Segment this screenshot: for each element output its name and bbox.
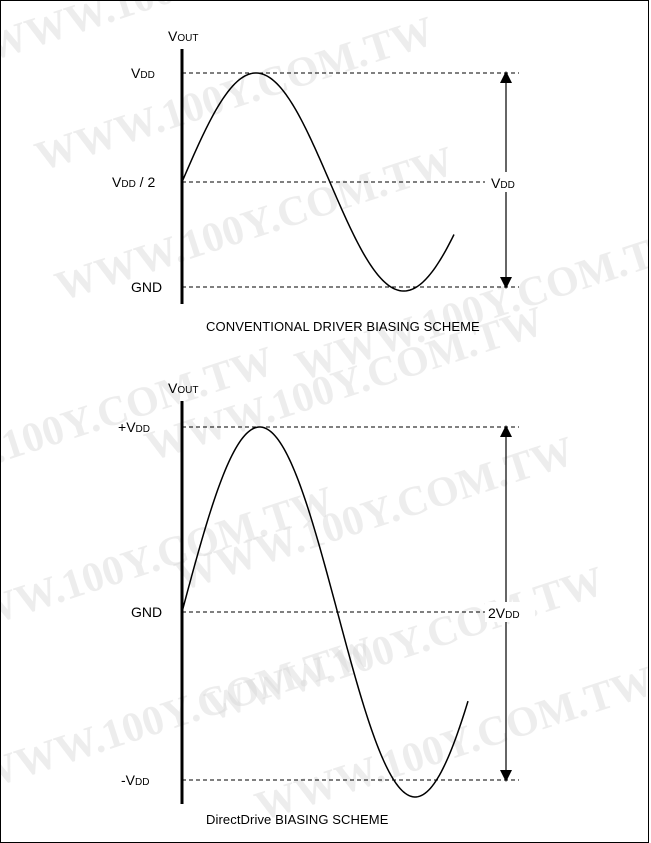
top-level-vdd-label: VDD: [131, 65, 155, 81]
top-axis-label: VOUT: [168, 28, 198, 44]
bottom-panel: VOUT +VDD GND -VDD 2VDD DirectDrive BIAS…: [118, 380, 535, 827]
top-level-gnd-label: GND: [131, 279, 162, 295]
bottom-axis-label: VOUT: [168, 380, 198, 396]
bottom-level-gnd-label: GND: [131, 604, 162, 620]
top-caption: CONVENTIONAL DRIVER BIASING SCHEME: [206, 319, 480, 334]
top-sine-wave: [181, 72, 455, 292]
top-panel: VOUT VDD VDD / 2 GND VDD CONVENTIONAL DR…: [112, 28, 531, 334]
bottom-level-neg-label: -VDD: [121, 772, 149, 788]
bottom-span-label: 2VDD: [488, 605, 520, 621]
bottom-caption: DirectDrive BIASING SCHEME: [206, 812, 389, 827]
watermark-text-2: WWW.100Y.COM.TW: [50, 138, 460, 310]
top-level-half-label: VDD / 2: [112, 174, 155, 190]
bottom-span-label-bg: [485, 602, 535, 622]
bottom-sine-wave: [181, 426, 469, 798]
top-span-label-bg: [485, 172, 531, 192]
bottom-level-pos-label: +VDD: [118, 419, 150, 435]
top-span-label: VDD: [491, 175, 515, 191]
